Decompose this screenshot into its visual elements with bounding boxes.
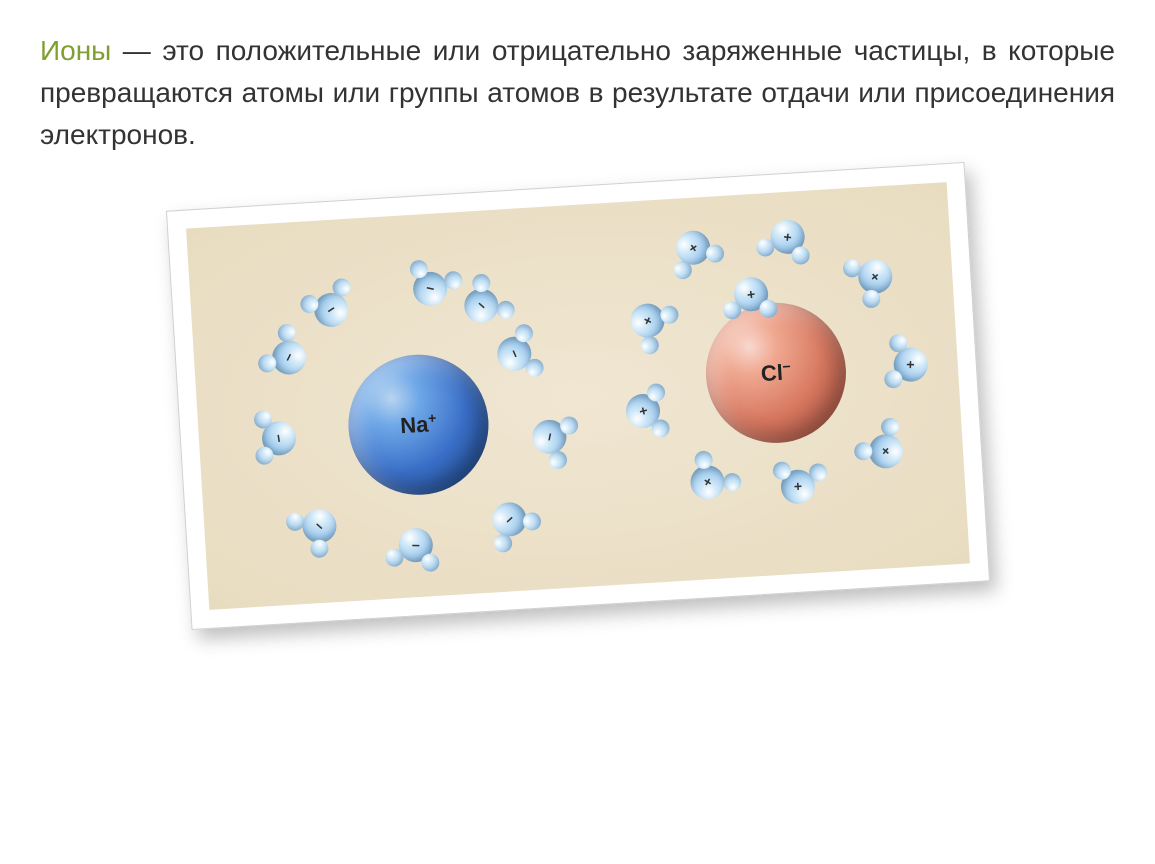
water-molecule: −: [244, 404, 312, 472]
figure-container: Na+ −−−−−−−−−− Cl− ++++++++++: [40, 186, 1115, 606]
hydrogen-atom: [254, 445, 274, 465]
water-molecule: +: [607, 280, 687, 360]
hydrogen-atom: [385, 548, 403, 566]
water-molecule: −: [514, 401, 585, 472]
water-molecule: +: [666, 441, 749, 524]
water-molecule: +: [766, 455, 830, 519]
sodium-ion-label: Na+: [399, 410, 437, 439]
definition-term: Ионы: [40, 35, 111, 66]
hydrogen-atom: [637, 333, 661, 357]
definition-dash: —: [111, 35, 162, 66]
sodium-hydration-group: Na+ −−−−−−−−−−: [248, 254, 606, 574]
hydrogen-atom: [790, 246, 810, 266]
water-molecule: +: [754, 204, 820, 270]
definition-body: это положительные или отрицательно заряж…: [40, 35, 1115, 150]
water-molecule: +: [717, 260, 785, 328]
chloride-hydration-group: Cl− ++++++++++: [607, 212, 965, 532]
hydrogen-atom: [889, 334, 907, 352]
hydrogen-atom: [719, 470, 744, 495]
figure-canvas: Na+ −−−−−−−−−− Cl− ++++++++++: [186, 182, 970, 610]
water-molecule: −: [385, 514, 447, 576]
chloride-ion-label: Cl−: [760, 358, 792, 387]
chloride-ion: Cl−: [701, 299, 849, 447]
water-molecule: +: [833, 234, 917, 318]
figure-frame: Na+ −−−−−−−−−− Cl− ++++++++++: [165, 162, 989, 630]
ion-definition-text: Ионы — это положительные или отрицательн…: [40, 30, 1115, 156]
water-molecule: +: [879, 334, 941, 396]
hydrogen-atom: [421, 553, 439, 571]
sodium-ion: Na+: [344, 351, 492, 499]
hydrogen-atom: [884, 370, 902, 388]
water-molecule: −: [277, 484, 362, 569]
water-molecule: +: [606, 375, 678, 447]
hydrogen-atom: [722, 300, 742, 320]
hydrogen-atom: [755, 237, 775, 257]
hydrogen-atom: [758, 299, 778, 319]
water-molecule: −: [466, 477, 551, 562]
water-molecule: +: [843, 409, 928, 494]
